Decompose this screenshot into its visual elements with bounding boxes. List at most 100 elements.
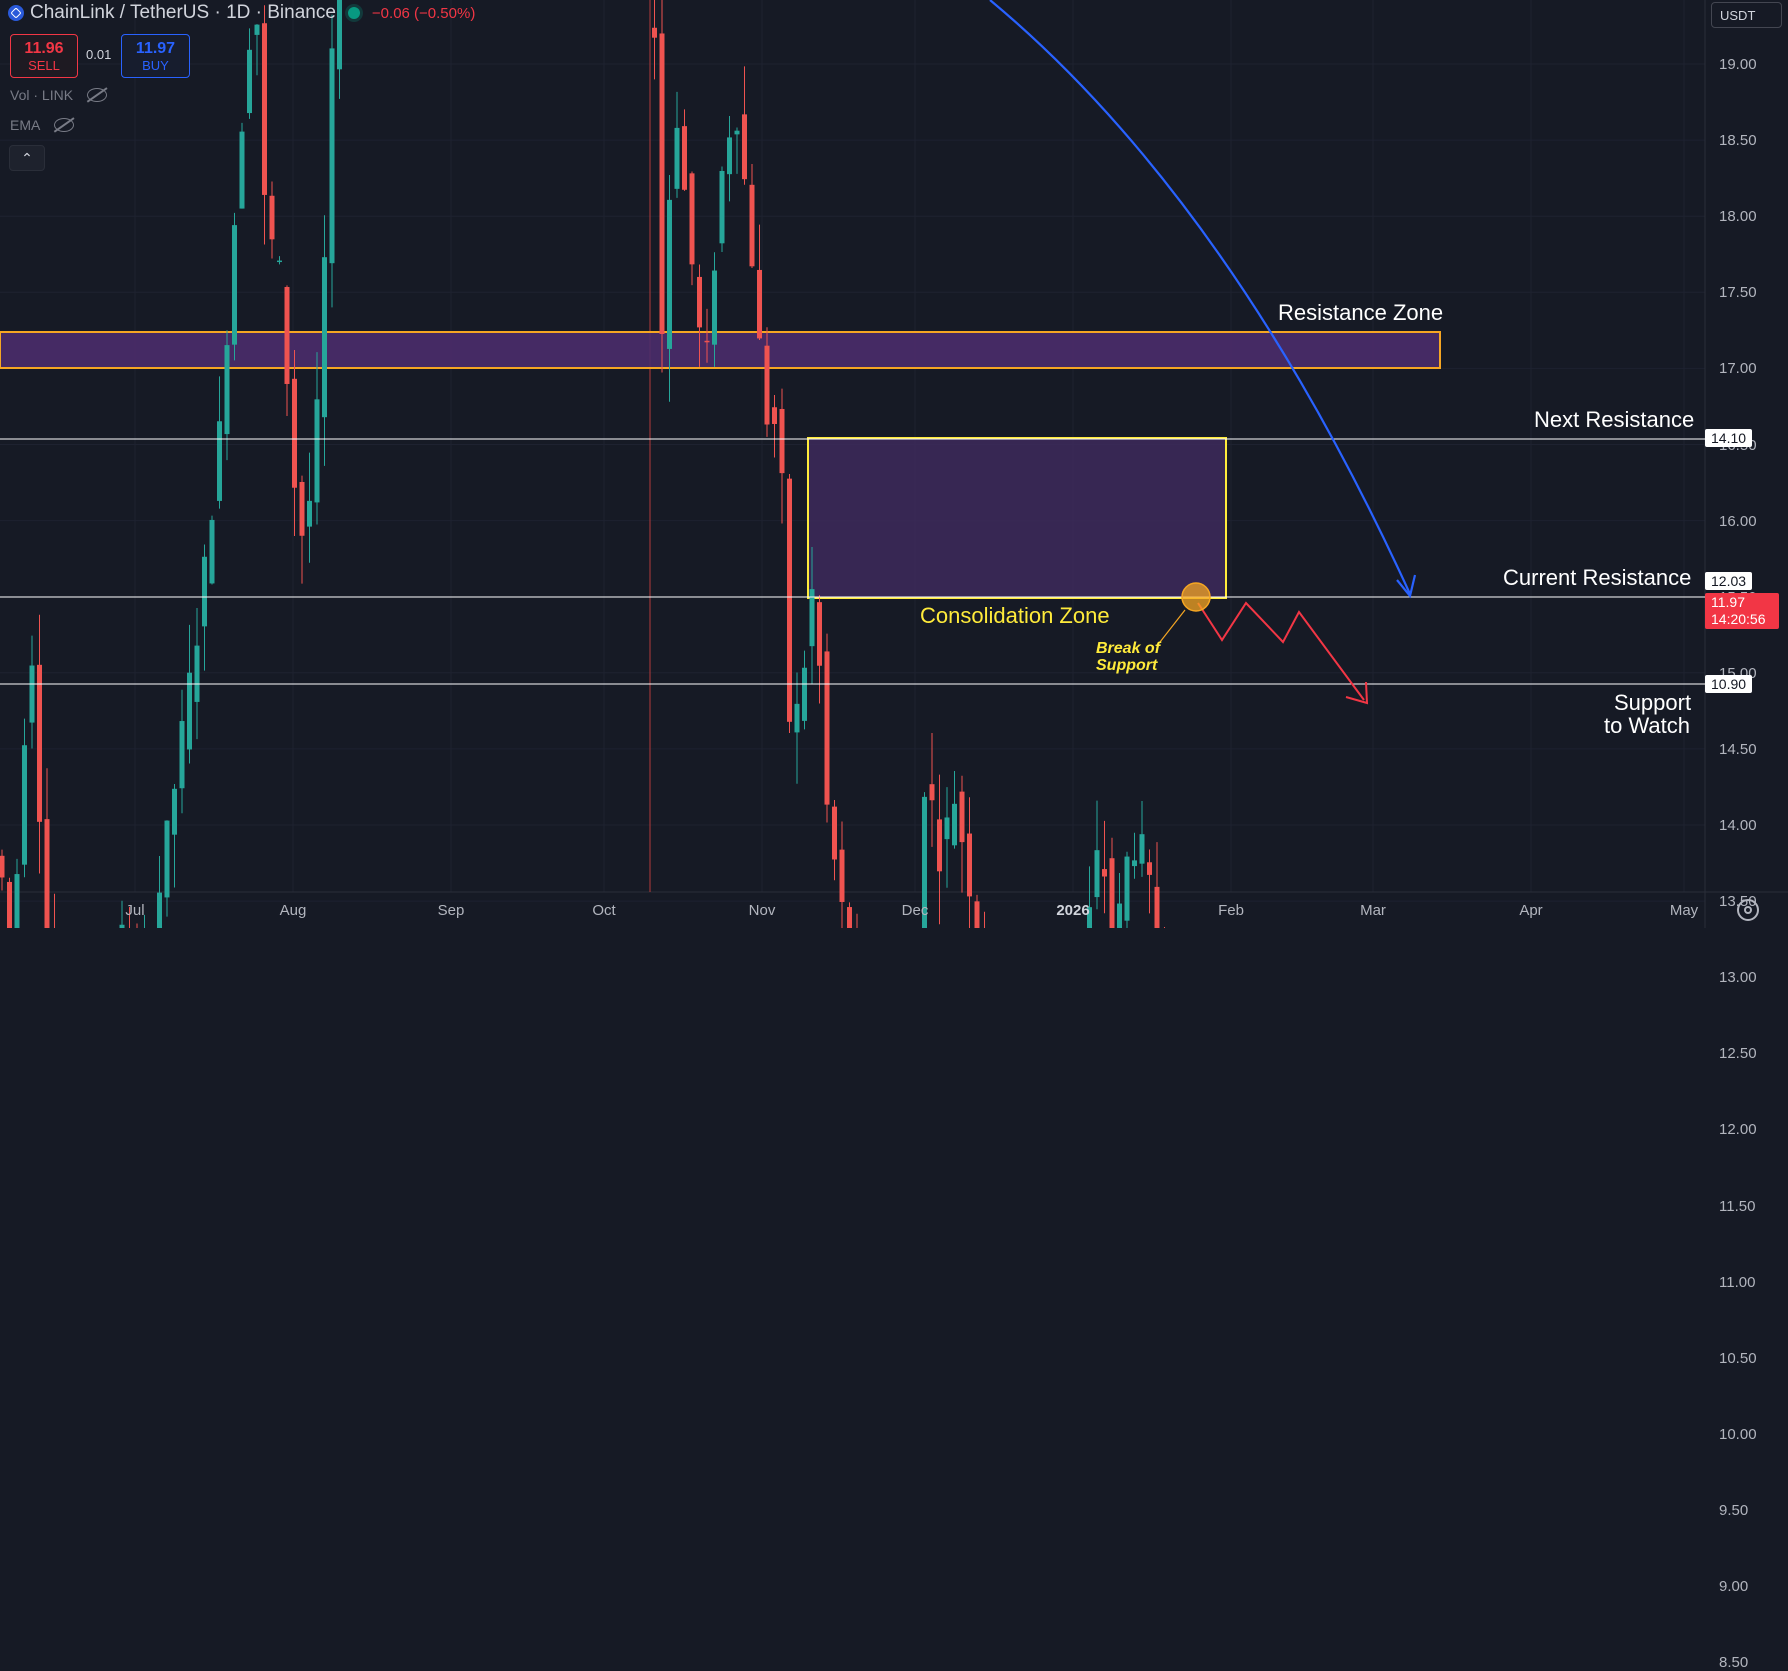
candle-body <box>674 127 680 189</box>
candle-body <box>239 131 245 209</box>
candle-body <box>299 481 305 536</box>
indicator-volume[interactable]: Vol · LINK <box>10 87 108 103</box>
chainlink-logo-icon <box>8 5 24 21</box>
price-axis-tick: 9.50 <box>1719 1501 1749 1519</box>
candlestick-series <box>0 0 1165 928</box>
indicator-label: Vol · LINK <box>10 87 74 103</box>
candle-body <box>119 924 125 928</box>
candle-body <box>164 820 170 898</box>
gear-icon[interactable] <box>1737 899 1759 921</box>
price-change: −0.06 (−0.50%) <box>371 4 476 22</box>
candle-body <box>29 665 35 723</box>
candle-body <box>1154 886 1160 928</box>
eye-hidden-icon[interactable] <box>87 88 108 102</box>
time-axis-label: Nov <box>748 902 776 919</box>
indicator-label: EMA <box>10 117 41 133</box>
time-axis-label: Mar <box>1360 902 1386 919</box>
resistance-zone-box <box>0 331 1441 369</box>
candle-body <box>232 225 237 345</box>
candle-body <box>22 745 27 865</box>
candle-body <box>254 24 260 35</box>
candle-body <box>337 0 342 70</box>
support-label-line1: Support <box>1614 690 1692 715</box>
support-label-line2: to Watch <box>1604 713 1690 738</box>
break-pointer-arrow <box>1159 609 1186 643</box>
candle-body <box>922 796 927 928</box>
price-axis-tick: 18.50 <box>1719 132 1757 150</box>
candle-body <box>787 478 792 722</box>
consolidation-zone-box <box>807 437 1227 599</box>
symbol-legend: ChainLink / TetherUS · 1D · Binance −0.0… <box>8 2 475 24</box>
symbol-title[interactable]: ChainLink / TetherUS · 1D · Binance <box>30 2 336 23</box>
buy-price: 11.97 <box>135 39 176 57</box>
time-axis-label: Feb <box>1218 902 1244 919</box>
candle-body <box>1139 834 1145 864</box>
candle-body <box>757 269 762 339</box>
next-resistance-label: Next Resistance <box>1534 407 1695 432</box>
candle-body <box>802 667 807 721</box>
candle-body <box>292 378 297 488</box>
candle-body <box>277 260 282 263</box>
price-axis-tick: 17.00 <box>1719 360 1757 378</box>
candle-body <box>697 276 702 328</box>
candle-body <box>959 791 965 843</box>
price-axis-tick: 14.50 <box>1719 740 1757 758</box>
buy-button[interactable]: 11.97 BUY <box>121 34 190 78</box>
consolidation-zone-label: Consolidation Zone <box>920 603 1110 628</box>
candle-body <box>1117 903 1122 928</box>
chart-canvas[interactable] <box>0 0 1788 928</box>
price-axis-tick: 16.00 <box>1719 512 1757 530</box>
price-axis-tick: 19.00 <box>1719 56 1757 73</box>
resistance-zone-label: Resistance Zone <box>1278 300 1444 325</box>
candle-body <box>1109 858 1115 928</box>
candle-body <box>172 788 177 835</box>
candle-body <box>742 114 747 180</box>
eye-hidden-icon[interactable] <box>54 118 75 132</box>
candle-body <box>944 817 950 840</box>
candle-body <box>659 33 665 335</box>
candle-body <box>202 556 207 627</box>
candle-body <box>749 184 755 267</box>
candle-body <box>764 345 770 425</box>
candle-body <box>847 907 852 928</box>
projection-arrow <box>1197 601 1365 701</box>
candle-body <box>179 721 185 789</box>
candle-body <box>262 23 267 195</box>
price-axis-tick: 14.00 <box>1719 817 1757 834</box>
price-axis-tick: 9.00 <box>1719 1578 1749 1595</box>
candle-body <box>974 901 980 928</box>
price-axis-tick: 10.00 <box>1719 1425 1757 1443</box>
price-axis-tick: 12.50 <box>1719 1045 1757 1063</box>
candle-body <box>307 500 312 527</box>
candle-body <box>682 126 687 190</box>
current-price-tag: 11.97 14:20:56 <box>1705 593 1779 629</box>
candle-body <box>1102 869 1107 877</box>
collapse-legend-button[interactable]: ⌃ <box>9 145 45 171</box>
price-axis-tick: 8.50 <box>1719 1654 1749 1671</box>
time-axis-label: May <box>1669 902 1699 919</box>
indicator-ema[interactable]: EMA <box>10 117 75 133</box>
candle-body <box>247 49 252 114</box>
break-of-support-label-line2: Support <box>1096 657 1158 674</box>
candle-body <box>187 672 192 750</box>
candle-body <box>284 286 290 384</box>
candle-body <box>809 589 815 647</box>
candle-body <box>652 27 657 38</box>
time-axis-label: Aug <box>279 902 307 919</box>
candle-body <box>269 195 275 240</box>
candle-body <box>7 881 12 928</box>
candle-body <box>727 137 732 175</box>
time-axis-label: 2026 <box>1056 902 1090 919</box>
current-resistance-label: Current Resistance <box>1503 565 1692 590</box>
downtrend-arrow-head <box>1396 574 1417 599</box>
price-axis-tick: 18.00 <box>1719 208 1757 226</box>
sell-label: SELL <box>28 57 60 73</box>
candle-body <box>217 421 222 501</box>
break-of-support-label-line1: Break of <box>1096 640 1161 657</box>
buy-label: BUY <box>142 57 169 73</box>
sell-button[interactable]: 11.96 SELL <box>10 34 78 78</box>
candle-body <box>0 855 5 878</box>
currency-selector[interactable]: USDT <box>1711 2 1782 28</box>
chevron-up-icon: ⌃ <box>21 149 33 166</box>
candle-body <box>329 48 335 264</box>
